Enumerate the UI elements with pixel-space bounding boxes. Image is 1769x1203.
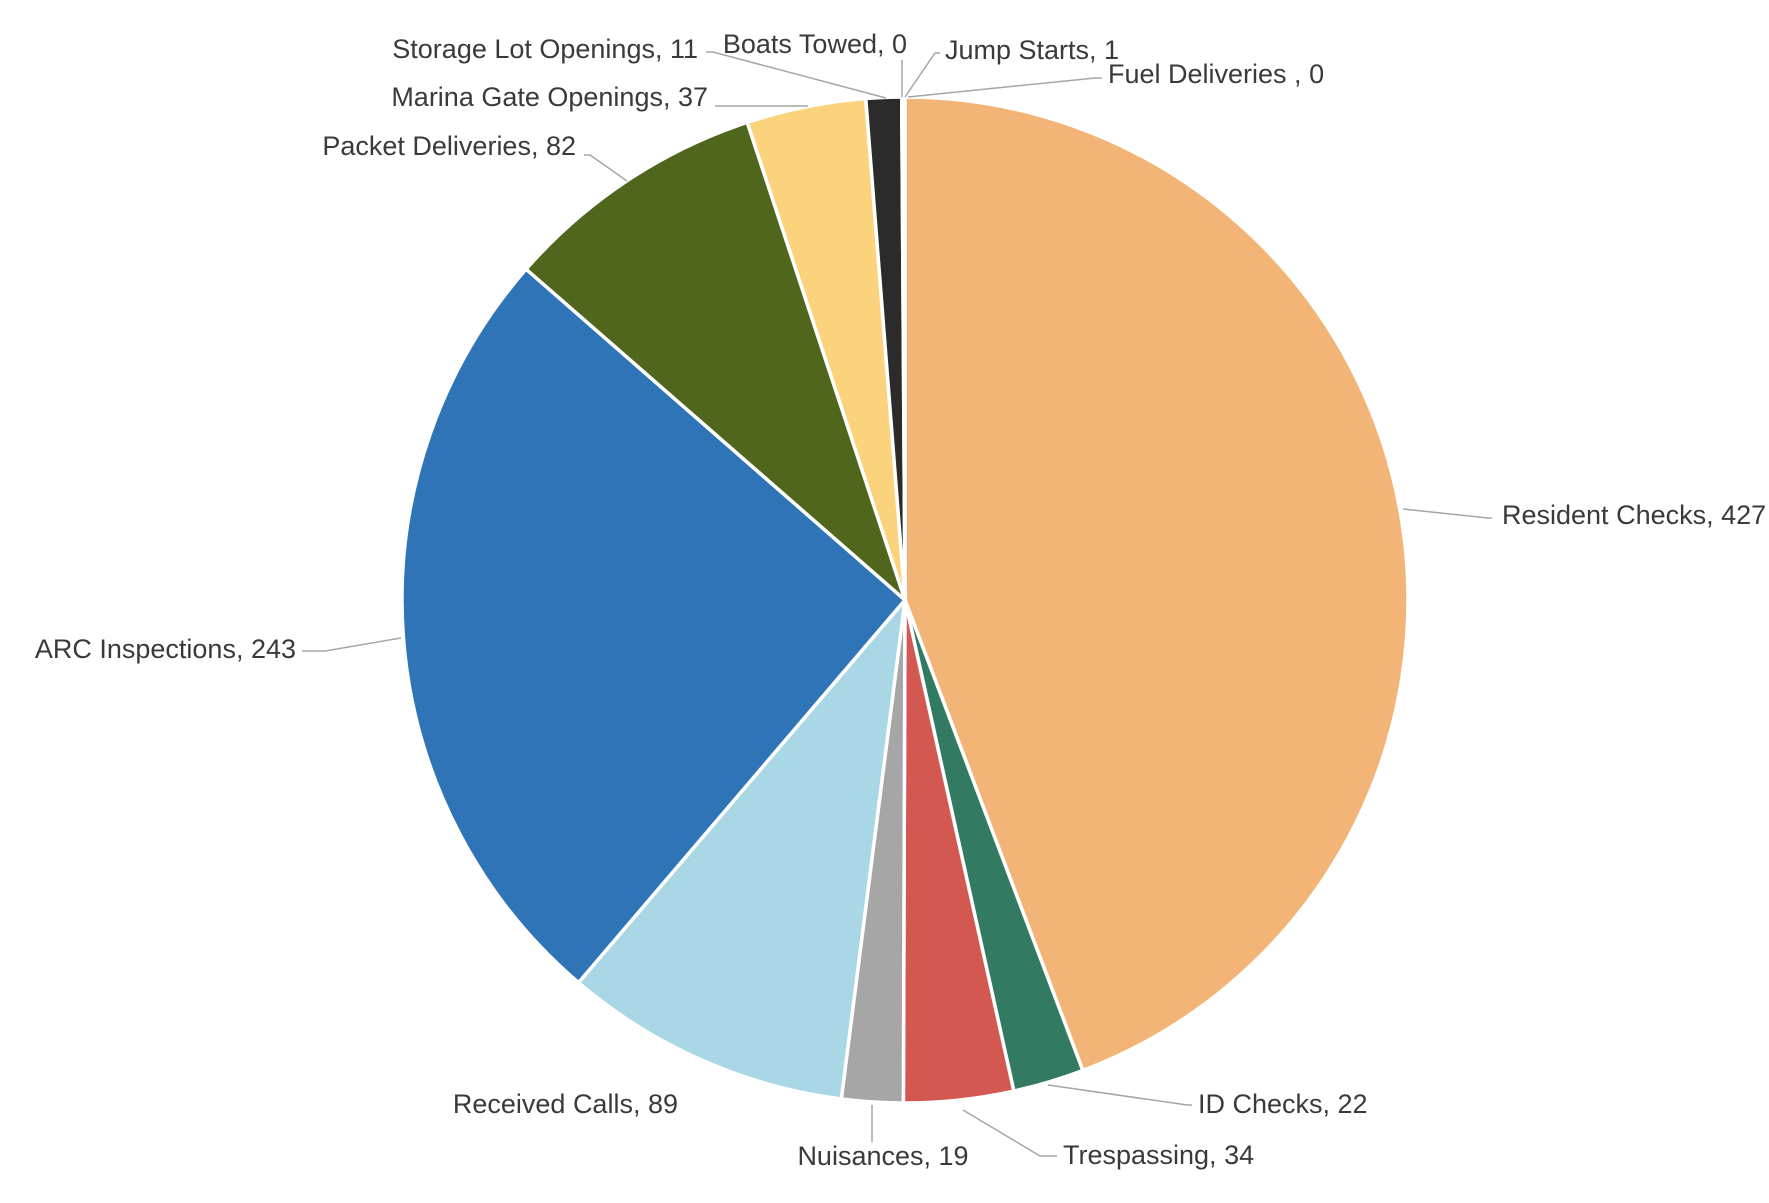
leader-lines — [302, 51, 1492, 1157]
pie-slice-arc-inspections — [400, 266, 908, 986]
leader-line-packet-deliveries — [584, 154, 628, 182]
data-label-jump-starts: Jump Starts, 1 — [945, 35, 1119, 65]
leader-line-arc-inspections — [302, 637, 402, 652]
data-labels: Resident Checks, 427 ID Checks, 22 Tresp… — [35, 29, 1766, 1171]
data-label-packet-deliveries: Packet Deliveries, 82 — [322, 131, 576, 161]
data-label-fuel-deliveries: Fuel Deliveries , 0 — [1108, 59, 1324, 89]
data-label-resident-checks: Resident Checks, 427 — [1502, 500, 1766, 530]
leader-line-jump-starts — [904, 52, 940, 98]
data-label-nuisances: Nuisances, 19 — [797, 1141, 968, 1171]
leader-line-fuel-deliveries — [907, 77, 1102, 98]
pie-slice-jump-starts — [899, 95, 907, 601]
leader-line-id-checks — [1047, 1084, 1192, 1106]
leader-line-storage-lot — [706, 51, 887, 99]
leader-line-resident-checks — [1402, 508, 1492, 519]
data-label-boats-towed: Boats Towed, 0 — [723, 29, 907, 59]
pie-slice-resident-checks — [903, 95, 1410, 1073]
leader-line-trespassing — [962, 1109, 1057, 1157]
data-label-trespassing: Trespassing, 34 — [1063, 1140, 1254, 1170]
data-label-id-checks: ID Checks, 22 — [1198, 1089, 1368, 1119]
pie-slice-received-calls — [576, 594, 908, 1101]
pie-slices — [400, 95, 1410, 1105]
data-label-arc-inspections: ARC Inspections, 243 — [35, 634, 296, 664]
data-label-storage-lot-openings: Storage Lot Openings, 11 — [392, 34, 698, 64]
data-label-marina-gate-openings: Marina Gate Openings, 37 — [391, 82, 708, 112]
data-label-received-calls: Received Calls, 89 — [453, 1089, 678, 1119]
